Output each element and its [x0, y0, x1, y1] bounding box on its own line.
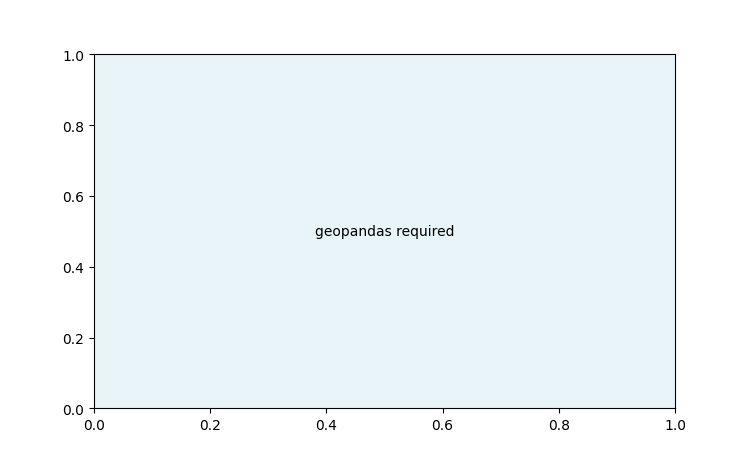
- Text: geopandas required: geopandas required: [315, 225, 454, 239]
